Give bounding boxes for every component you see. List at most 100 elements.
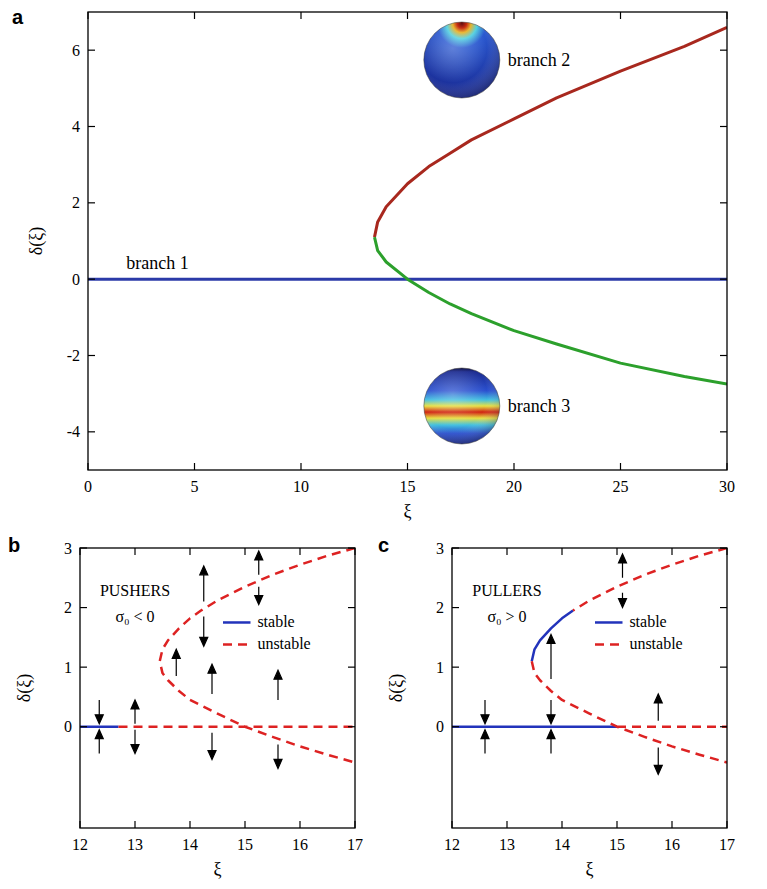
y-tick	[348, 547, 355, 548]
x-tick	[407, 463, 408, 470]
annotation: σ₀ > 0	[487, 608, 526, 625]
x-tick	[620, 12, 621, 19]
stability-arrow	[654, 748, 662, 775]
stability-arrow	[274, 745, 282, 769]
legend-swatch	[223, 643, 251, 646]
plot-frame	[80, 548, 355, 828]
x-tick	[407, 12, 408, 19]
y-tick	[720, 126, 727, 127]
series-line	[119, 548, 356, 762]
stability-arrow	[200, 566, 208, 602]
x-tick	[134, 548, 135, 555]
y-tick-label: 2	[436, 599, 444, 616]
sphere-inset	[424, 368, 500, 444]
x-tick-label: 15	[609, 836, 625, 853]
x-axis-title: ξ	[213, 859, 221, 879]
x-tick-label: 12	[444, 836, 460, 853]
x-tick	[561, 548, 562, 555]
y-axis-title: δ(ξ)	[14, 674, 35, 703]
x-tick	[134, 821, 135, 828]
y-tick	[88, 202, 95, 203]
x-tick-label: 0	[84, 478, 92, 495]
y-tick	[88, 50, 95, 51]
y-tick-label: 2	[72, 194, 80, 211]
stability-arrow	[172, 649, 180, 676]
sphere-shading	[424, 22, 500, 98]
stability-arrow	[208, 733, 216, 760]
x-tick	[87, 463, 88, 470]
y-tick	[80, 607, 87, 608]
stability-arrow	[547, 700, 555, 724]
x-tick	[671, 548, 672, 555]
y-tick-label: 3	[436, 540, 444, 557]
x-tick	[561, 821, 562, 828]
stability-arrow	[131, 730, 139, 754]
x-tick-label: 15	[400, 478, 416, 495]
x-tick-label: 16	[292, 836, 308, 853]
x-tick-label: 16	[664, 836, 680, 853]
stability-arrow	[619, 593, 627, 608]
y-tick	[720, 726, 727, 727]
y-tick-label: 3	[64, 540, 72, 557]
y-tick	[452, 667, 459, 668]
series-label: branch 2	[508, 50, 570, 70]
stability-arrow	[654, 694, 662, 721]
stability-arrow	[619, 554, 627, 578]
x-tick-label: 14	[182, 836, 198, 853]
x-axis-title: ξ	[403, 501, 411, 521]
plot-area	[452, 548, 727, 774]
y-axis-title: δ(ξ)	[386, 674, 407, 703]
x-tick	[513, 12, 514, 19]
x-tick	[299, 548, 300, 555]
x-tick	[300, 463, 301, 470]
stability-arrow	[95, 730, 103, 754]
x-tick	[244, 548, 245, 555]
plot-area	[88, 27, 727, 384]
x-tick	[671, 821, 672, 828]
y-tick-label: 1	[436, 659, 444, 676]
x-tick	[300, 12, 301, 19]
x-tick-label: 10	[293, 478, 309, 495]
x-tick	[189, 548, 190, 555]
panel-letter: b	[8, 534, 20, 556]
x-tick	[616, 548, 617, 555]
y-tick	[452, 607, 459, 608]
annotation: σ₀ < 0	[115, 608, 154, 625]
legend-label: stable	[629, 613, 666, 630]
x-tick	[506, 548, 507, 555]
y-tick	[720, 355, 727, 356]
x-tick	[79, 548, 80, 555]
y-tick	[348, 667, 355, 668]
y-tick-label: 0	[436, 718, 444, 735]
legend-label: stable	[257, 613, 294, 630]
y-tick	[720, 607, 727, 608]
y-tick	[720, 667, 727, 668]
x-tick-label: 14	[554, 836, 570, 853]
y-tick-label: -4	[67, 423, 80, 440]
y-tick	[452, 547, 459, 548]
y-tick	[720, 50, 727, 51]
stability-arrow	[547, 634, 555, 679]
x-tick-label: 13	[127, 836, 143, 853]
legend-label: unstable	[257, 635, 310, 652]
x-tick-label: 15	[237, 836, 253, 853]
y-tick	[720, 279, 727, 280]
panel: b1213141516170123ξδ(ξ)PUSHERSσ₀ < 0stabl…	[8, 534, 363, 879]
panel-letter: a	[12, 6, 24, 28]
stability-arrow	[208, 664, 216, 694]
y-axis-title: δ(ξ)	[26, 227, 47, 256]
x-tick	[354, 548, 355, 555]
x-tick-label: 5	[191, 478, 199, 495]
y-tick	[88, 126, 95, 127]
y-tick	[348, 607, 355, 608]
series-line	[80, 725, 119, 728]
x-tick-label: 13	[499, 836, 515, 853]
sphere-shading	[424, 368, 500, 444]
stability-arrow	[274, 670, 282, 700]
series-label: branch 3	[508, 396, 570, 416]
x-tick	[726, 12, 727, 19]
y-tick	[720, 547, 727, 548]
annotation: PULLERS	[472, 582, 541, 599]
x-tick	[616, 821, 617, 828]
y-tick	[80, 726, 87, 727]
